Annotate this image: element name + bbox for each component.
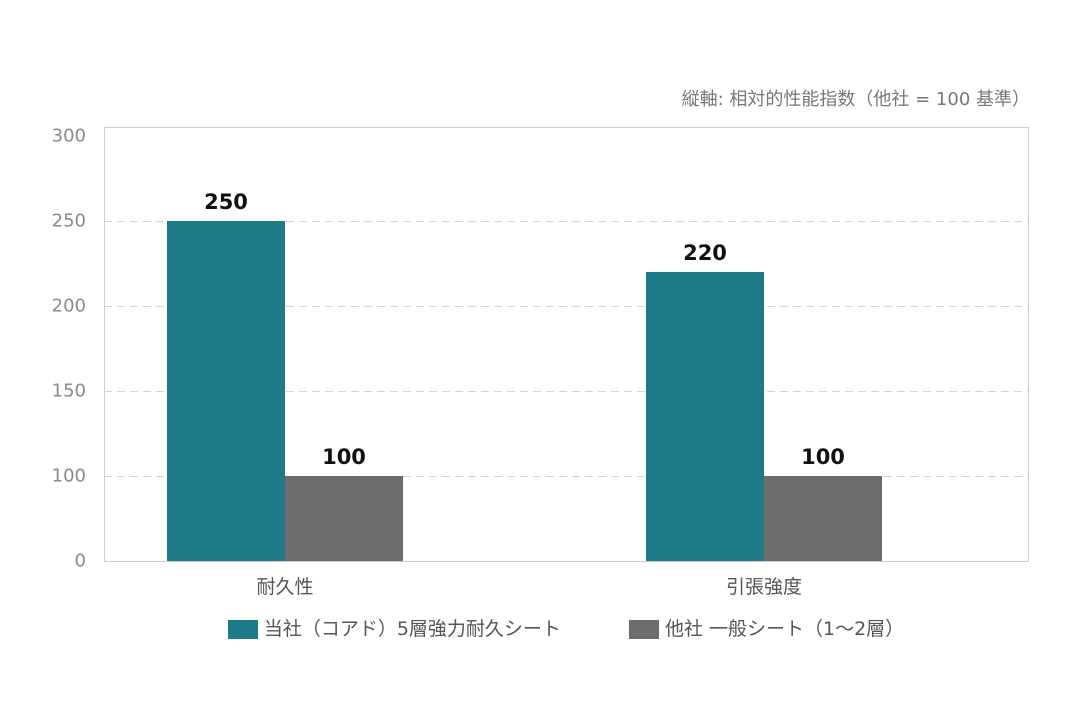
legend-label-competitor: 他社 一般シート（1〜2層） (664, 618, 905, 640)
bar-series-1-category-1 (764, 476, 882, 561)
legend-item-competitor: 他社 一般シート（1〜2層） (628, 618, 905, 640)
x-tick-label: 引張強度 (726, 576, 802, 598)
y-tick-label: 0 (75, 551, 86, 572)
legend-label-own-product: 当社（コアド）5層強力耐久シート (263, 618, 561, 640)
plot-area (104, 127, 1029, 562)
y-tick-label: 100 (52, 466, 86, 487)
data-label: 220 (683, 241, 727, 265)
y-axis-tick-labels: 0 100 150 200 250 300 (52, 126, 86, 572)
y-tick-label: 200 (52, 296, 86, 317)
y-axis-note: 縦軸: 相対的性能指数（他社 = 100 基準） (681, 89, 1030, 110)
data-label: 100 (801, 445, 845, 469)
bar-series-1-category-0 (285, 476, 403, 561)
bars (167, 221, 882, 561)
plot-area-border (104, 127, 1029, 562)
x-axis-category-labels: 耐久性 引張強度 (256, 576, 802, 598)
y-tick-label: 250 (52, 211, 86, 232)
y-tick-label: 150 (52, 381, 86, 402)
data-label: 250 (204, 190, 248, 214)
data-label: 100 (322, 445, 366, 469)
bar-series-0-category-1 (646, 272, 764, 561)
legend-item-own-product: 当社（コアド）5層強力耐久シート (227, 618, 561, 640)
legend-swatch-competitor (628, 619, 659, 639)
x-tick-label: 耐久性 (256, 576, 313, 598)
legend-swatch-own-product (227, 619, 258, 639)
legend: 当社（コアド）5層強力耐久シート 他社 一般シート（1〜2層） (104, 618, 1028, 640)
bar-series-0-category-0 (167, 221, 285, 561)
data-labels: 250 100 220 100 (204, 190, 845, 469)
y-tick-label: 300 (52, 126, 86, 147)
